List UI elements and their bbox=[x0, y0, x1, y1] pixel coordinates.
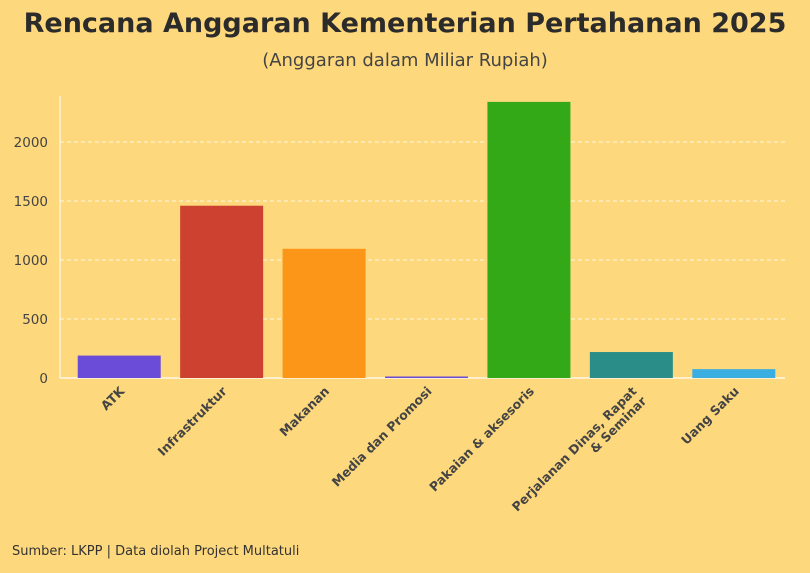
y-tick-label: 2000 bbox=[14, 135, 48, 151]
y-tick-label: 1000 bbox=[14, 253, 48, 269]
x-tick-label: ATK bbox=[98, 383, 129, 414]
bars bbox=[77, 101, 776, 378]
y-tick-label: 500 bbox=[22, 312, 48, 328]
x-tick-label: Pakaian & aksesoris bbox=[426, 384, 537, 495]
bar bbox=[282, 248, 366, 378]
chart-subtitle: (Anggaran dalam Miliar Rupiah) bbox=[262, 50, 548, 71]
source-note: Sumber: LKPP | Data diolah Project Multa… bbox=[12, 544, 300, 559]
bar bbox=[692, 369, 776, 378]
chart-title: Rencana Anggaran Kementerian Pertahanan … bbox=[23, 8, 787, 39]
bar bbox=[589, 352, 673, 378]
y-tick-label: 1500 bbox=[14, 194, 48, 210]
bar bbox=[77, 355, 161, 378]
axes: 0 500 1000 1500 2000 bbox=[14, 96, 785, 387]
x-tick-label: Uang Saku bbox=[678, 384, 742, 448]
gridlines bbox=[60, 141, 785, 320]
x-tick-label: Infrastruktur bbox=[155, 383, 231, 459]
bar bbox=[487, 101, 571, 378]
y-tick-label: 0 bbox=[39, 371, 48, 387]
bar bbox=[385, 376, 468, 378]
x-tick-label: Media dan Promosi bbox=[329, 384, 435, 490]
x-tick-label: Perjalanan Dinas, Rapat& Seminar bbox=[509, 383, 650, 524]
x-tick-label: Makanan bbox=[276, 384, 332, 440]
bar bbox=[180, 205, 264, 378]
